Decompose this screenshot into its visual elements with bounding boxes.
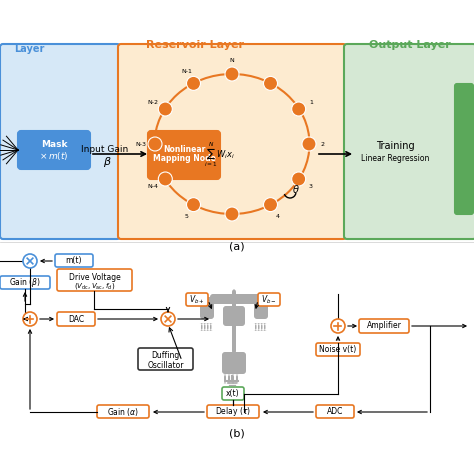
FancyBboxPatch shape	[222, 387, 244, 400]
FancyBboxPatch shape	[455, 84, 473, 214]
Circle shape	[331, 319, 345, 333]
FancyBboxPatch shape	[209, 323, 213, 331]
Text: $\sum_{i=1}^{N}W_ix_i$: $\sum_{i=1}^{N}W_ix_i$	[204, 140, 236, 170]
FancyBboxPatch shape	[118, 44, 346, 239]
Text: Layer: Layer	[14, 44, 45, 54]
FancyBboxPatch shape	[359, 319, 409, 333]
FancyBboxPatch shape	[148, 131, 220, 179]
Circle shape	[225, 207, 239, 221]
FancyBboxPatch shape	[227, 374, 231, 384]
Text: Mapping Node: Mapping Node	[153, 154, 216, 163]
FancyBboxPatch shape	[200, 297, 214, 319]
FancyBboxPatch shape	[57, 312, 95, 326]
Circle shape	[292, 172, 306, 186]
Text: N-4: N-4	[148, 183, 159, 189]
Text: N-3: N-3	[136, 142, 146, 146]
Text: Drive Voltage: Drive Voltage	[69, 273, 120, 282]
Text: (b): (b)	[229, 429, 245, 439]
Circle shape	[161, 312, 175, 326]
Text: $\times\, m(t)$: $\times\, m(t)$	[39, 150, 69, 162]
FancyBboxPatch shape	[316, 405, 354, 418]
Circle shape	[186, 198, 201, 211]
Text: N-1: N-1	[181, 69, 192, 74]
Text: 1: 1	[309, 100, 313, 104]
FancyBboxPatch shape	[259, 323, 264, 331]
Text: 4: 4	[275, 214, 280, 219]
FancyBboxPatch shape	[254, 297, 268, 319]
FancyBboxPatch shape	[55, 254, 93, 267]
Circle shape	[148, 137, 162, 151]
Text: Linear Regression: Linear Regression	[361, 154, 429, 163]
FancyBboxPatch shape	[0, 276, 50, 289]
Circle shape	[292, 102, 306, 116]
FancyBboxPatch shape	[344, 44, 474, 239]
Circle shape	[23, 312, 37, 326]
FancyBboxPatch shape	[316, 343, 360, 356]
FancyBboxPatch shape	[18, 131, 90, 169]
FancyBboxPatch shape	[200, 323, 204, 331]
FancyBboxPatch shape	[235, 374, 239, 384]
FancyBboxPatch shape	[202, 323, 207, 331]
FancyBboxPatch shape	[222, 352, 246, 374]
Text: DAC: DAC	[68, 315, 84, 323]
FancyBboxPatch shape	[232, 289, 236, 354]
Text: (a): (a)	[229, 241, 245, 251]
FancyBboxPatch shape	[258, 293, 280, 306]
Text: ADC: ADC	[327, 407, 343, 416]
Text: Reservoir Layer: Reservoir Layer	[146, 40, 244, 50]
Circle shape	[158, 172, 173, 186]
FancyBboxPatch shape	[231, 374, 235, 384]
Text: Duffing: Duffing	[151, 352, 180, 361]
Text: Nonlinear: Nonlinear	[163, 145, 205, 154]
Text: N: N	[229, 57, 234, 63]
Text: Gain ($\alpha$): Gain ($\alpha$)	[107, 405, 139, 418]
Text: Noise v(t): Noise v(t)	[319, 345, 356, 354]
Text: m(t): m(t)	[66, 256, 82, 265]
FancyBboxPatch shape	[0, 44, 120, 239]
Circle shape	[186, 76, 201, 91]
Text: Output Layer: Output Layer	[369, 40, 451, 50]
Text: Oscillator: Oscillator	[147, 361, 184, 370]
Text: $(V_{\rm dc}, V_{\rm ac}, f_d)$: $(V_{\rm dc}, V_{\rm ac}, f_d)$	[74, 281, 115, 291]
Text: $V_{b+}$: $V_{b+}$	[189, 293, 205, 306]
Text: Delay ($\tau$): Delay ($\tau$)	[215, 405, 251, 418]
Circle shape	[23, 254, 37, 268]
Text: $\beta$: $\beta$	[102, 155, 111, 169]
Text: Training: Training	[376, 141, 414, 151]
Text: 2: 2	[321, 142, 325, 146]
FancyBboxPatch shape	[138, 348, 193, 370]
Circle shape	[225, 67, 239, 81]
Circle shape	[158, 102, 173, 116]
Text: $V_{b-}$: $V_{b-}$	[261, 293, 277, 306]
FancyBboxPatch shape	[186, 293, 208, 306]
Text: Input Gain: Input Gain	[82, 145, 128, 154]
Text: Amplifier: Amplifier	[366, 321, 401, 330]
Text: 3: 3	[309, 183, 313, 189]
FancyBboxPatch shape	[57, 269, 132, 291]
FancyBboxPatch shape	[256, 323, 261, 331]
Text: Mask: Mask	[41, 139, 67, 148]
Circle shape	[264, 76, 277, 91]
FancyBboxPatch shape	[223, 374, 227, 384]
Text: N-2: N-2	[148, 100, 159, 104]
Text: x(t): x(t)	[226, 389, 240, 398]
FancyBboxPatch shape	[206, 323, 210, 331]
Text: 5: 5	[184, 214, 189, 219]
FancyBboxPatch shape	[263, 323, 267, 331]
FancyBboxPatch shape	[207, 405, 259, 418]
FancyBboxPatch shape	[223, 306, 245, 326]
FancyBboxPatch shape	[210, 294, 260, 304]
Circle shape	[302, 137, 316, 151]
Text: Gain ($\beta$): Gain ($\beta$)	[9, 276, 41, 289]
FancyBboxPatch shape	[254, 323, 258, 331]
FancyBboxPatch shape	[97, 405, 149, 418]
Circle shape	[264, 198, 277, 211]
Text: $\theta$: $\theta$	[292, 183, 300, 195]
